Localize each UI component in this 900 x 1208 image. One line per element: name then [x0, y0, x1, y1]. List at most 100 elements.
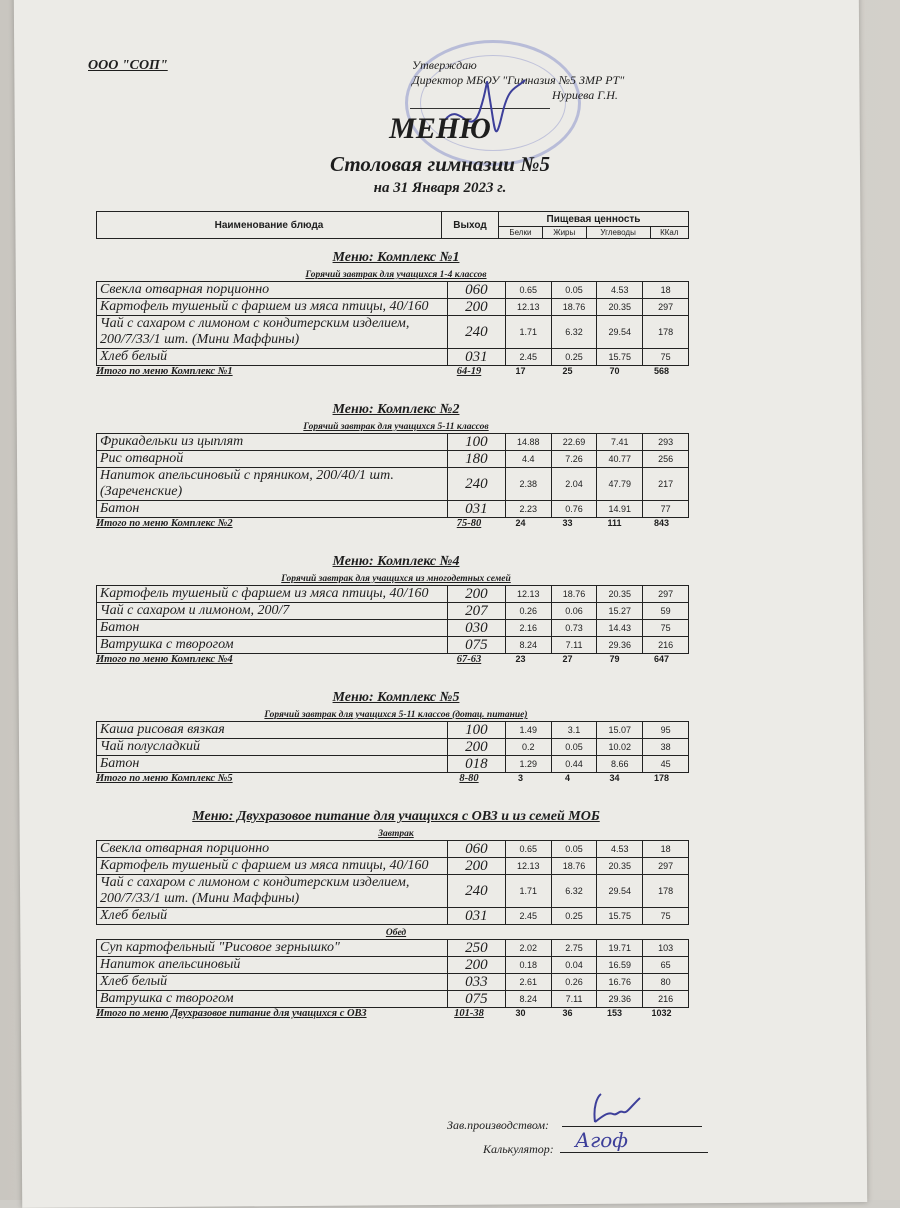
- menu-table: Свекла отварная порционно 060 0.65 0.05 4.53…: [96, 281, 689, 366]
- col-nutrition: Пищевая ценность: [498, 211, 689, 227]
- dish-name: Хлеб белый: [96, 973, 448, 991]
- dish-fat: 0.05: [550, 840, 598, 858]
- dish-fat: 0.05: [550, 281, 598, 299]
- dish-kcal: 293: [642, 433, 689, 451]
- total-row: Итого по меню Двухразовое питание для уч…: [96, 1008, 696, 1026]
- dish-protein: 2.45: [504, 348, 552, 366]
- dish-kcal: 216: [642, 990, 689, 1008]
- total-fat: 25: [562, 366, 573, 376]
- table-row: Чай с сахаром с лимоном с кондитерским и…: [96, 874, 689, 908]
- total-fat: 36: [562, 1008, 573, 1018]
- dish-name: Чай с сахаром с лимоном с кондитерским и…: [96, 315, 448, 349]
- approval-name: Нуриева Г.Н.: [552, 88, 618, 102]
- dish-fat: 3.1: [550, 721, 598, 739]
- production-head-signature: [593, 1093, 641, 1123]
- approval-line2: Директор МБОУ "Гимназия №5 ЗМР РТ": [412, 73, 625, 87]
- dish-carbs: 19.71: [596, 939, 644, 957]
- table-row: Хлеб белый 033 2.61 0.26 16.76 80: [96, 973, 689, 991]
- table-row: Каша рисовая вязкая 100 1.49 3.1 15.07 95: [96, 721, 689, 739]
- dish-carbs: 20.35: [596, 298, 644, 316]
- dish-output: 200: [446, 857, 506, 875]
- total-label: Итого по меню Комплекс №2: [96, 518, 233, 529]
- total-protein: 23: [515, 654, 526, 664]
- dish-carbs: 4.53: [596, 281, 644, 299]
- dish-kcal: 38: [642, 738, 689, 756]
- menu-sections: Меню: Комплекс №1 Горячий завтрак для уча…: [96, 246, 696, 1026]
- group-caption: Завтрак: [378, 829, 414, 839]
- total-label: Итого по меню Комплекс №1: [96, 366, 233, 377]
- total-protein: 30: [515, 1008, 526, 1018]
- menu-table: Каша рисовая вязкая 100 1.49 3.1 15.07 95 Чай …: [96, 721, 689, 773]
- col-name: Наименование блюда: [96, 211, 442, 239]
- total-row: Итого по меню Комплекс №1 64-19 17 25 70 568: [96, 366, 696, 384]
- dish-name: Картофель тушеный с фаршем из мяса птицы…: [96, 298, 448, 316]
- dish-fat: 6.32: [550, 874, 598, 908]
- school-stamp: [405, 40, 581, 166]
- table-row: Батон 018 1.29 0.44 8.66 45: [96, 755, 689, 773]
- dish-fat: 0.26: [550, 973, 598, 991]
- dish-name: Ватрушка с творогом: [96, 990, 448, 1008]
- dish-fat: 0.04: [550, 956, 598, 974]
- dish-fat: 2.75: [550, 939, 598, 957]
- dish-name: Батон: [96, 500, 448, 518]
- dish-fat: 0.05: [550, 738, 598, 756]
- menu-date: на 31 Января 2023 г.: [373, 180, 507, 196]
- dish-fat: 7.11: [550, 990, 598, 1008]
- dish-carbs: 10.02: [596, 738, 644, 756]
- dish-protein: 0.26: [504, 602, 552, 620]
- section-title: Меню: Комплекс №1: [332, 250, 460, 265]
- total-row: Итого по меню Комплекс №4 67-63 23 27 79 647: [96, 654, 696, 672]
- total-carbs: 79: [609, 654, 620, 664]
- dish-output: 060: [446, 840, 506, 858]
- page-title: МЕНЮ: [389, 112, 491, 145]
- table-row: Батон 030 2.16 0.73 14.43 75: [96, 619, 689, 637]
- col-carbs: Углеводы: [585, 226, 651, 239]
- dish-fat: 7.11: [550, 636, 598, 654]
- production-head-label: Зав.производством:: [447, 1118, 550, 1132]
- dish-carbs: 8.66: [596, 755, 644, 773]
- dish-kcal: 256: [642, 450, 689, 468]
- dish-name: Напиток апельсиновый с пряником, 200/40/…: [96, 467, 448, 501]
- dish-name: Рис отварной: [96, 450, 448, 468]
- dish-name: Суп картофельный "Рисовое зернышко": [96, 939, 448, 957]
- dish-carbs: 16.59: [596, 956, 644, 974]
- total-price: 67-63: [456, 654, 482, 665]
- dish-output: 240: [446, 874, 506, 908]
- dish-kcal: 75: [642, 907, 689, 925]
- dish-name: Ватрушка с творогом: [96, 636, 448, 654]
- total-fat: 27: [562, 654, 573, 664]
- dish-output: 060: [446, 281, 506, 299]
- dish-fat: 0.25: [550, 348, 598, 366]
- table-row: Рис отварной 180 4.4 7.26 40.77 256: [96, 450, 689, 468]
- dish-protein: 1.29: [504, 755, 552, 773]
- total-protein: 24: [515, 518, 526, 528]
- dish-fat: 0.25: [550, 907, 598, 925]
- dish-kcal: 297: [642, 298, 689, 316]
- table-row: Картофель тушеный с фаршем из мяса птицы…: [96, 857, 689, 875]
- dish-output: 100: [446, 433, 506, 451]
- section-title: Меню: Двухразовое питание для учащихся с…: [192, 809, 600, 824]
- dish-name: Чай полусладкий: [96, 738, 448, 756]
- dish-output: 075: [446, 636, 506, 654]
- group-caption: Обед: [385, 928, 407, 938]
- table-row: Свекла отварная порционно 060 0.65 0.05 4.53…: [96, 281, 689, 299]
- group-caption: Горячий завтрак для учащихся 5-11 классо…: [264, 710, 528, 720]
- dish-kcal: 18: [642, 840, 689, 858]
- dish-carbs: 29.54: [596, 874, 644, 908]
- dish-output: 200: [446, 956, 506, 974]
- dish-kcal: 80: [642, 973, 689, 991]
- dish-protein: 0.65: [504, 840, 552, 858]
- total-fat: 4: [564, 773, 570, 783]
- table-row: Хлеб белый 031 2.45 0.25 15.75 75: [96, 907, 689, 925]
- dish-name: Чай с сахаром с лимоном с кондитерским и…: [96, 874, 448, 908]
- dish-protein: 12.13: [504, 298, 552, 316]
- dish-name: Хлеб белый: [96, 907, 448, 925]
- dish-fat: 7.26: [550, 450, 598, 468]
- dish-protein: 0.2: [504, 738, 552, 756]
- total-label: Итого по меню Комплекс №4: [96, 654, 233, 665]
- total-kcal: 1032: [651, 1008, 672, 1018]
- dish-fat: 22.69: [550, 433, 598, 451]
- dish-protein: 14.88: [504, 433, 552, 451]
- dish-fat: 0.06: [550, 602, 598, 620]
- approval-line1: Утверждаю: [412, 58, 477, 72]
